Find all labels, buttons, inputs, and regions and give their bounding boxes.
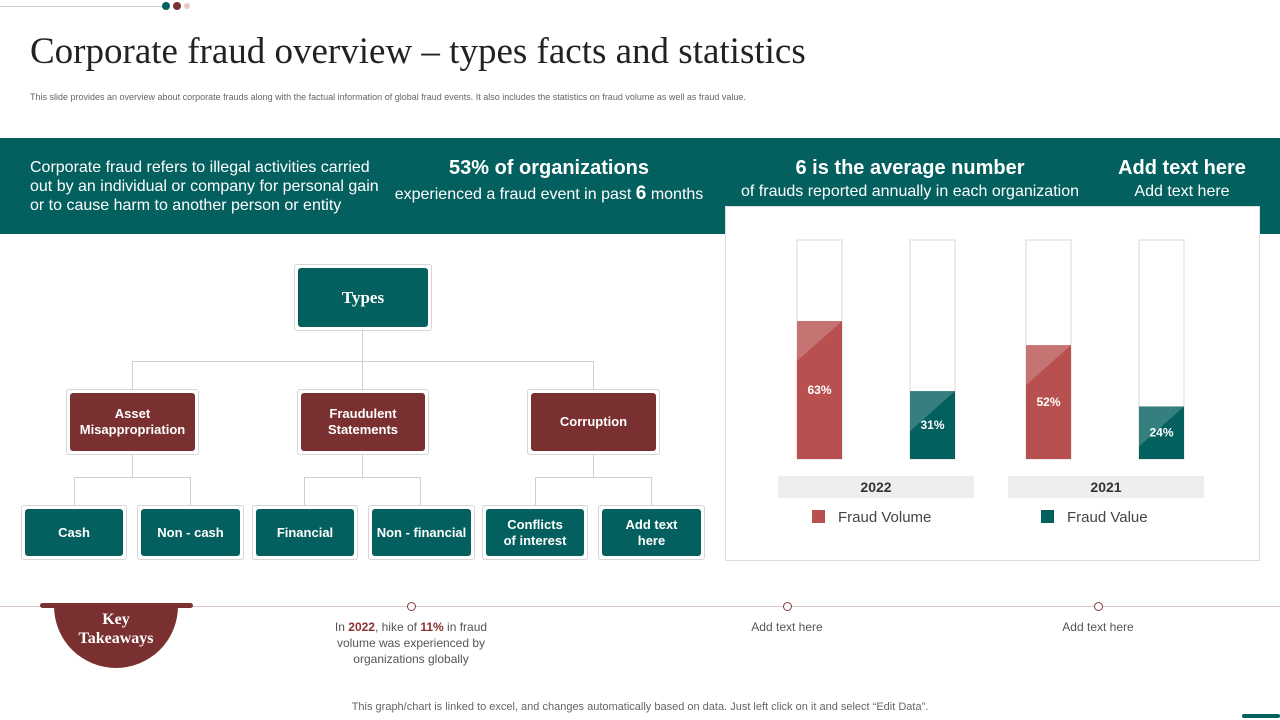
bar-highlight <box>1026 345 1071 386</box>
stat-organizations: 53% of organizations experienced a fraud… <box>390 157 708 205</box>
leaf-box: Non - cash <box>137 505 244 560</box>
takeaway-text: , hike of <box>374 620 417 634</box>
tree-connector <box>362 455 363 477</box>
category-box: Asset Misappropriation <box>66 389 199 455</box>
takeaway-marker <box>1094 602 1103 611</box>
category-box: Fraudulent Statements <box>297 389 429 455</box>
leaf-cash: Cash <box>25 509 123 556</box>
definition-text: Corporate fraud refers to illegal activi… <box>30 159 379 214</box>
corner-bar <box>1242 714 1280 718</box>
stat-heading: 53% of organizations <box>448 157 650 179</box>
tree-connector <box>593 455 594 477</box>
tree-connector <box>535 477 536 507</box>
takeaway-year: 2022 <box>348 620 375 634</box>
page-subtitle: This slide provides an overview about co… <box>30 92 746 102</box>
takeaway-text: in fraud volume was experienced by organ… <box>336 620 488 666</box>
top-rule <box>0 6 165 7</box>
legend-swatch <box>1041 510 1054 523</box>
stat-text: experienced a fraud event in past 6 mont… <box>390 183 708 205</box>
tree-connector <box>132 361 133 391</box>
tree-connector <box>593 361 594 391</box>
bar-value-label: 31% <box>920 418 944 432</box>
deco-dot <box>184 3 190 9</box>
key-takeaways-badge: Key Takeaways <box>54 606 178 668</box>
tree-connector <box>420 477 421 507</box>
leaf-box: Conflicts of interest <box>482 505 588 560</box>
stat-average: 6 is the average number of frauds report… <box>730 157 1090 201</box>
takeaway-percent: 11% <box>420 620 444 634</box>
leaf-non-cash: Non - cash <box>141 509 240 556</box>
leaf-conflicts-of-interest: Conflicts of interest <box>486 509 584 556</box>
leaf-add-text: Add text here <box>602 509 701 556</box>
bar-value-label: 63% <box>807 383 831 397</box>
leaf-box: Cash <box>21 505 127 560</box>
category-asset-misappropriation: Asset Misappropriation <box>70 393 195 451</box>
legend-label: Fraud Volume <box>838 509 931 526</box>
key-takeaways-bar <box>40 603 193 608</box>
stat-text-part: experienced a fraud event in past <box>394 186 632 203</box>
stat-placeholder: Add text here Add text here <box>1100 157 1264 201</box>
tree-connector <box>651 477 652 507</box>
category-label: 2022 <box>860 479 891 495</box>
tree-connector <box>304 477 305 507</box>
tree-connector <box>74 477 191 478</box>
footer-note: This graph/chart is linked to excel, and… <box>351 701 929 713</box>
takeaway-3: Add text here <box>1062 620 1134 634</box>
leaf-financial: Financial <box>256 509 354 556</box>
tree-connector <box>304 477 421 478</box>
leaf-box: Add text here <box>598 505 705 560</box>
stat-text-part: months <box>650 186 704 203</box>
tree-connector <box>132 455 133 477</box>
category-box: Corruption <box>527 389 660 455</box>
takeaway-text: In <box>334 620 345 634</box>
leaf-non-financial: Non - financial <box>372 509 471 556</box>
stat-heading: Add text here <box>1118 157 1246 179</box>
stat-highlight: 6 <box>635 183 647 204</box>
category-corruption: Corruption <box>531 393 656 451</box>
page-title: Corporate fraud overview – types facts a… <box>30 31 806 72</box>
types-root: Types <box>298 268 428 327</box>
takeaway-1: In 2022, hike of 11% in fraud volume was… <box>320 619 502 667</box>
legend-label: Fraud Value <box>1067 509 1148 526</box>
bar-fraud-volume <box>797 321 842 459</box>
category-label-bg <box>778 476 974 498</box>
fraud-chart: 63% 31% 2022 52% 24% 2021 Fraud Volume Fraud V… <box>778 239 1204 526</box>
tree-connector <box>362 361 363 391</box>
bar-highlight <box>910 391 955 432</box>
leaf-box: Financial <box>252 505 358 560</box>
bar-fraud-value <box>1139 406 1184 459</box>
category-label-bg <box>1008 476 1204 498</box>
deco-dot <box>173 2 181 10</box>
deco-dot <box>162 2 170 10</box>
takeaways-rule <box>0 606 1280 607</box>
takeaway-marker <box>407 602 416 611</box>
bar-highlight <box>1139 406 1184 447</box>
stat-text: of frauds reported annually in each orga… <box>741 183 1079 200</box>
types-root-box: Types <box>294 264 432 331</box>
takeaway-2: Add text here <box>751 620 823 634</box>
tree-connector <box>190 477 191 507</box>
stat-heading: 6 is the average number <box>795 157 1025 179</box>
legend-swatch <box>812 510 825 523</box>
bar-value-label: 52% <box>1036 395 1060 409</box>
tree-connector <box>535 477 652 478</box>
category-fraudulent-statements: Fraudulent Statements <box>301 393 425 451</box>
tree-connector <box>132 361 594 362</box>
leaf-box: Non - financial <box>368 505 475 560</box>
bar-value-label: 24% <box>1149 426 1173 440</box>
stat-text: Add text here <box>1134 183 1230 200</box>
category-label: 2021 <box>1090 479 1121 495</box>
takeaway-marker <box>783 602 792 611</box>
bar-fraud-value <box>910 391 955 459</box>
tree-connector <box>362 330 363 362</box>
bar-fraud-volume <box>1026 345 1071 459</box>
key-takeaways-label: Key Takeaways <box>78 611 154 647</box>
bar-highlight <box>797 321 842 362</box>
tree-connector <box>74 477 75 507</box>
